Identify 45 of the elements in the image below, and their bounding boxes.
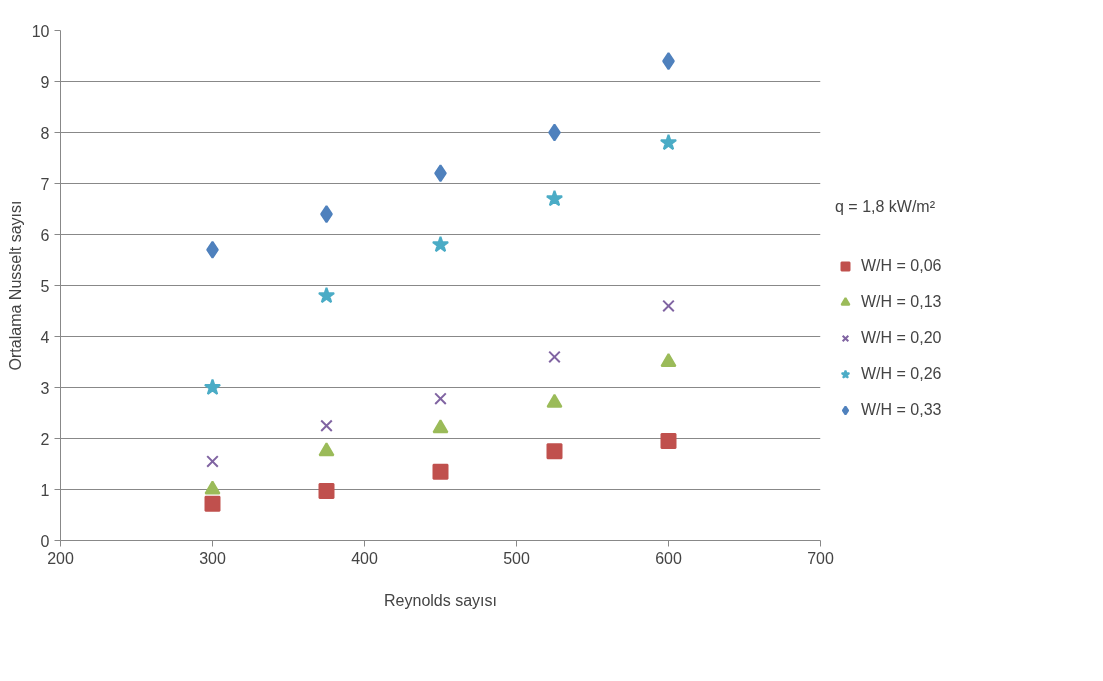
- y-tick-label: 7: [40, 175, 50, 193]
- point: [318, 442, 335, 457]
- point: [317, 286, 336, 304]
- point: [318, 483, 335, 500]
- point: [660, 352, 677, 368]
- point: [434, 392, 447, 406]
- point: [432, 419, 449, 434]
- y-tick-label: 9: [40, 73, 50, 91]
- x-tick-label: 600: [655, 549, 682, 567]
- point: [548, 350, 561, 364]
- y-tick-label: 3: [40, 379, 50, 397]
- y-tick-label: 4: [40, 328, 50, 346]
- point: [662, 299, 675, 313]
- legend-label: W/H = 0,06: [861, 257, 942, 275]
- y-tick-label: 5: [40, 277, 50, 295]
- point: [203, 378, 222, 395]
- y-tick-label: 2: [40, 430, 50, 448]
- x-tick-label: 400: [351, 549, 378, 567]
- point: [546, 393, 563, 408]
- y-tick-label: 0: [40, 532, 50, 550]
- legend-label: W/H = 0,26: [861, 365, 942, 383]
- x-tick-label: 300: [199, 549, 226, 567]
- point: [320, 419, 333, 433]
- y-tick-label: 6: [40, 226, 50, 244]
- legend-label: W/H = 0,33: [861, 401, 942, 419]
- x-tick-label: 500: [503, 549, 530, 567]
- y-axis-title: Ortalama Nusselt sayısı: [6, 200, 24, 371]
- x-axis-title: Reynolds sayısı: [384, 591, 497, 609]
- point: [659, 133, 678, 151]
- legend-label: W/H = 0,13: [861, 293, 942, 311]
- point: [660, 433, 677, 450]
- point: [204, 480, 221, 495]
- point: [204, 495, 221, 512]
- x-tick-label: 700: [807, 549, 834, 567]
- y-tick-label: 8: [40, 124, 50, 142]
- legend-label: W/H = 0,20: [861, 329, 942, 347]
- y-tick-label: 10: [31, 22, 50, 40]
- point: [206, 455, 219, 468]
- x-tick-label: 200: [47, 549, 74, 567]
- point: [545, 189, 564, 207]
- legend-title: q = 1,8 kW/m²: [835, 198, 937, 216]
- point: [431, 235, 450, 253]
- point: [546, 443, 563, 460]
- point: [432, 463, 449, 480]
- y-tick-label: 1: [40, 481, 50, 499]
